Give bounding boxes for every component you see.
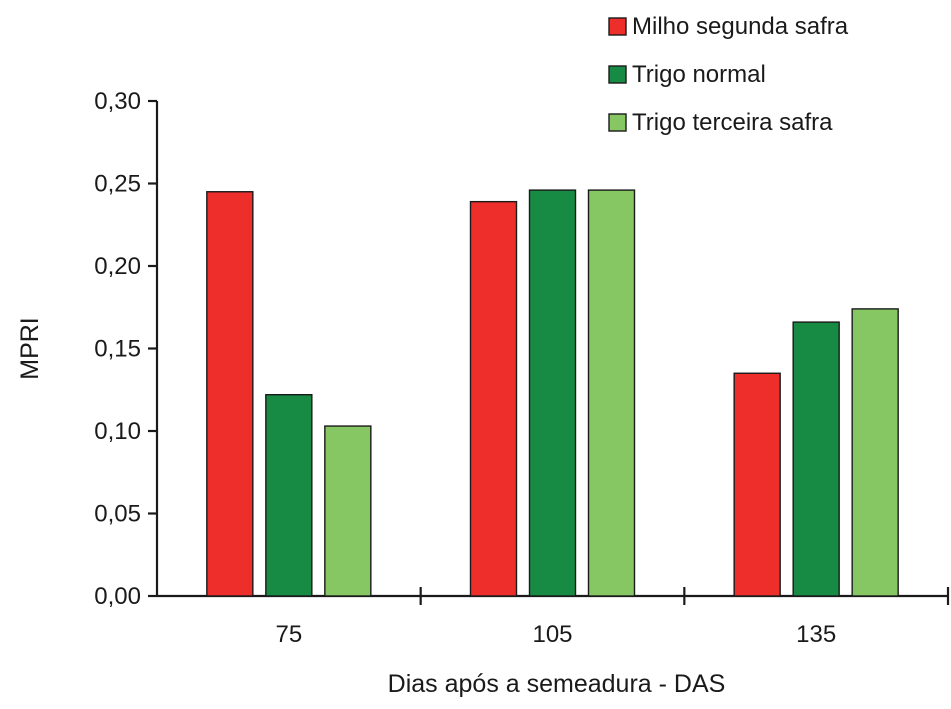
legend-label-2: Trigo terceira safra <box>632 109 833 136</box>
legend-label-0: Milho segunda safra <box>632 13 849 40</box>
x-tick-label: 135 <box>796 621 836 648</box>
y-axis-label: MPRI <box>16 317 44 380</box>
bar-1-1 <box>528 189 577 597</box>
legend-swatch-0 <box>608 17 627 36</box>
y-tick-label: 0,15 <box>94 336 141 363</box>
legend: Milho segunda safra Trigo normal Trigo ter… <box>608 13 849 136</box>
x-axis-label: Dias após a semeadura - DAS <box>388 670 726 698</box>
bar-1-2 <box>792 321 840 597</box>
x-tick-label: 105 <box>532 621 572 648</box>
bar-0-0 <box>206 191 254 597</box>
y-ticks: 0,00 0,05 0,10 0,15 0,20 0,25 0,30 <box>94 88 157 610</box>
y-tick-label: 0,10 <box>94 418 141 445</box>
y-tick-label: 0,05 <box>94 501 141 528</box>
y-tick-label: 0,30 <box>94 88 141 115</box>
legend-label-1: Trigo normal <box>632 61 766 88</box>
bar-0-2 <box>733 372 781 597</box>
y-tick-label: 0,20 <box>94 253 141 280</box>
legend-swatch-1 <box>608 65 627 84</box>
bar-2-0 <box>324 425 372 597</box>
x-tick-label: 75 <box>275 621 302 648</box>
legend-swatch-2 <box>608 113 627 132</box>
bar-2-2 <box>851 308 899 597</box>
y-tick-label: 0,25 <box>94 171 141 198</box>
x-ticks: 75 105 135 <box>275 587 950 648</box>
y-tick-label: 0,00 <box>94 583 141 610</box>
bar-0-1 <box>469 200 518 597</box>
bar-2-1 <box>587 189 636 597</box>
bars <box>206 189 899 597</box>
bar-1-0 <box>265 394 313 597</box>
